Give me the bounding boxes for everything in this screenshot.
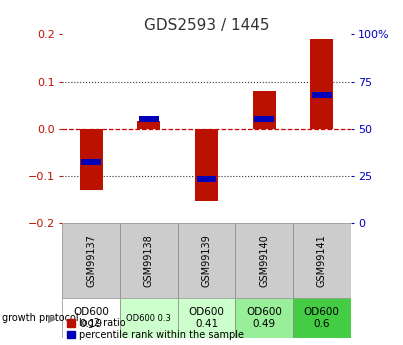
Text: OD600
0.41: OD600 0.41 [189, 307, 224, 329]
Text: GSM99138: GSM99138 [144, 234, 154, 287]
Bar [310, 39, 333, 128]
Text: ▶: ▶ [48, 313, 57, 323]
Text: OD600
0.19: OD600 0.19 [73, 307, 109, 329]
Text: growth protocol: growth protocol [2, 313, 79, 323]
Bar [253, 91, 276, 128]
Text: GSM99139: GSM99139 [202, 234, 212, 287]
Bar [81, 159, 101, 165]
Text: OD600 0.3: OD600 0.3 [127, 314, 171, 323]
Bar [178, 298, 235, 338]
Bar [62, 298, 120, 338]
Bar [120, 298, 178, 338]
Bar [293, 223, 351, 298]
Text: GSM99141: GSM99141 [317, 234, 327, 287]
Bar [80, 128, 103, 190]
Bar [195, 128, 218, 201]
Text: OD600
0.6: OD600 0.6 [304, 307, 340, 329]
Bar [139, 116, 159, 122]
Bar [137, 121, 160, 128]
Bar [293, 298, 351, 338]
Bar [312, 92, 332, 98]
Bar [235, 223, 293, 298]
Bar [178, 223, 235, 298]
Legend: log2 ratio, percentile rank within the sample: log2 ratio, percentile rank within the s… [67, 318, 244, 340]
Text: GSM99137: GSM99137 [86, 234, 96, 287]
Text: GSM99140: GSM99140 [259, 234, 269, 287]
Bar [235, 298, 293, 338]
Text: OD600
0.49: OD600 0.49 [246, 307, 282, 329]
Bar [197, 176, 216, 183]
Title: GDS2593 / 1445: GDS2593 / 1445 [144, 18, 269, 33]
Bar [62, 223, 120, 298]
Bar [254, 116, 274, 122]
Bar [120, 223, 178, 298]
